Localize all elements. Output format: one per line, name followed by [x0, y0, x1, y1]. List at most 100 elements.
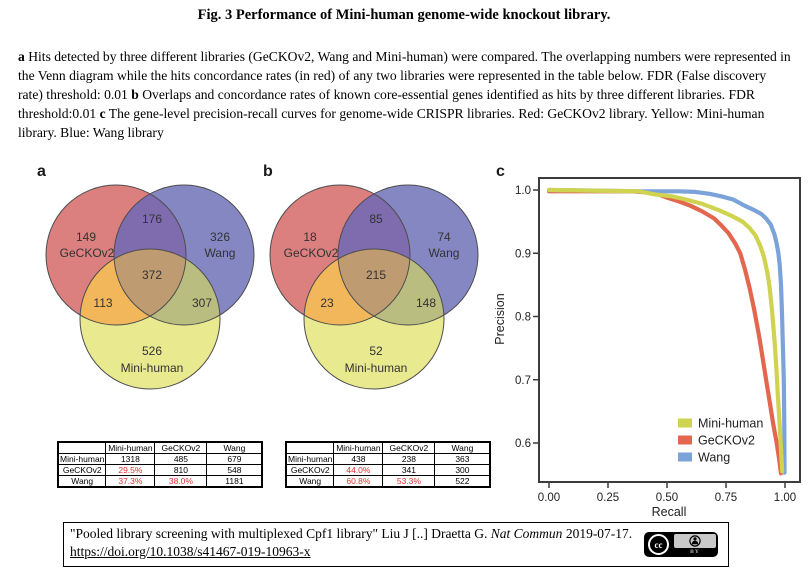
x-tick-0: 0.00	[538, 492, 560, 504]
citation-doi-line: https://doi.org/10.1038/s41467-019-10963…	[70, 544, 311, 560]
venn-a-gecko-outline	[45, 184, 187, 326]
x-tick-3: 0.75	[715, 492, 737, 504]
table-a-rowlabel-wang: Wang	[57, 475, 107, 488]
panel-a-label: a	[37, 163, 46, 180]
venn-b-value-wang-only: 74	[437, 230, 451, 244]
table-cell: 810	[154, 464, 208, 476]
table-row: GeCKOv2 44.0% 341 300	[285, 464, 491, 476]
cc-by-label: BY	[690, 548, 700, 555]
table-cell-concordance: 44.0%	[333, 464, 384, 476]
concordance-table-a: Mini-human GeCKOv2 Wang Mini-human 1318 …	[57, 441, 264, 488]
venn-b-value-gecko-mini: 23	[320, 296, 334, 310]
table-b-header-wang: Wang	[434, 441, 491, 454]
caption-bold-c: c	[99, 106, 106, 121]
table-row: Mini-human 438 238 363	[285, 453, 491, 465]
caption-text-c: The gene-level precision-recall curves f…	[18, 106, 765, 140]
venn-a-mini-outline	[79, 248, 221, 390]
table-row: Mini-human GeCKOv2 Wang	[57, 441, 263, 454]
table-cell: 238	[382, 453, 436, 465]
precision-recall-plot: 0.00 0.25 0.50 0.75 1.00 1.0 0.9 0.8 0.7…	[495, 177, 801, 519]
panel-b-label: b	[263, 163, 273, 180]
table-row: Wang 37.3% 38.0% 1181	[57, 475, 263, 488]
legend-label-geckov2: GeCKOv2	[698, 434, 755, 448]
citation-box: "Pooled library screening with multiplex…	[63, 522, 729, 567]
table-row: Mini-human 1318 485 679	[57, 453, 263, 465]
table-b-rowlabel-wang: Wang	[285, 475, 335, 488]
venn-b-label-gecko: GeCKOv2	[284, 246, 339, 260]
table-cell-concordance: 53.3%	[382, 475, 436, 488]
caption-bold-b: b	[131, 87, 139, 102]
table-cell: 438	[333, 453, 384, 465]
table-cell: 548	[206, 464, 263, 476]
cc-license-badge: cc BY	[644, 532, 718, 557]
cc-logo-text: cc	[654, 539, 663, 550]
venn-b-label-mini: Mini-human	[345, 361, 408, 375]
table-b-rowlabel-mini: Mini-human	[285, 453, 335, 465]
venn-a-value-gecko-only: 149	[76, 230, 96, 244]
x-axis-title: Recall	[652, 505, 687, 519]
venn-b-value-all-three: 215	[366, 268, 386, 282]
venn-b-mini-outline	[303, 248, 445, 390]
concordance-table-b: Mini-human GeCKOv2 Wang Mini-human 438 2…	[285, 441, 492, 488]
pr-curve-geckov2	[546, 189, 784, 476]
table-cell: 300	[434, 464, 491, 476]
venn-a-value-wang-mini: 307	[192, 296, 212, 310]
citation-title-authors: "Pooled library screening with multiplex…	[70, 526, 491, 541]
figure-title: Fig. 3 Performance of Mini-human genome-…	[197, 7, 611, 23]
person-icon	[689, 535, 701, 547]
venn-b-value-gecko-wang: 85	[369, 212, 383, 226]
y-tick-3: 0.7	[515, 375, 531, 387]
venn-a-value-wang-only: 326	[210, 230, 230, 244]
table-b-header-gecko: GeCKOv2	[382, 441, 436, 454]
cc-attribution-panel	[674, 534, 716, 548]
venn-b-value-wang-mini: 148	[416, 296, 436, 310]
table-cell: 341	[382, 464, 436, 476]
venn-a-value-mini-only: 526	[142, 344, 162, 358]
venn-a-value-gecko-mini: 113	[93, 296, 112, 310]
x-tick-1: 0.25	[597, 492, 619, 504]
venn-b-value-mini-only: 52	[369, 344, 383, 358]
plot-frame	[538, 177, 801, 483]
table-cell-concordance: 37.3%	[105, 475, 156, 488]
venn-a-label-gecko: GeCKOv2	[60, 246, 115, 260]
x-tick-4: 1.00	[774, 492, 796, 504]
pr-curve-mini-human	[546, 187, 785, 474]
venn-b-value-gecko-only: 18	[303, 230, 317, 244]
legend-swatch-mini-human	[678, 418, 692, 428]
table-a-header-mini: Mini-human	[105, 441, 156, 454]
table-a-rowlabel-gecko: GeCKOv2	[57, 464, 107, 476]
caption-text-b: Overlaps and concordance rates of known …	[18, 87, 755, 121]
table-cell-concordance: 38.0%	[154, 475, 208, 488]
cc-by-section: BY	[674, 534, 716, 555]
legend-swatch-geckov2	[678, 435, 692, 445]
citation-date: 2019-07-17.	[562, 526, 633, 541]
pr-curve-wang	[546, 187, 787, 475]
venn-a-label-wang: Wang	[205, 246, 236, 260]
figure-caption: a Hits detected by three different libra…	[18, 47, 794, 142]
table-cell-concordance: 60.8%	[333, 475, 384, 488]
caption-bold-a: a	[18, 49, 25, 64]
cc-logo-icon: cc	[648, 534, 669, 555]
doi-link[interactable]: https://doi.org/10.1038/s41467-019-10963…	[70, 544, 311, 559]
legend-label-wang: Wang	[698, 451, 730, 465]
pr-curves	[546, 187, 787, 476]
venn-a-value-all-three: 372	[142, 268, 162, 282]
table-row: Wang 60.8% 53.3% 522	[285, 475, 491, 488]
table-cell: 679	[206, 453, 263, 465]
panel-c-label: c	[496, 163, 505, 180]
table-a-rowlabel-mini: Mini-human	[57, 453, 107, 465]
venn-diagram-a: 176 149 GeCKOv2 326 Wang 372 113 307 526…	[45, 184, 255, 390]
table-b-header-mini: Mini-human	[333, 441, 384, 454]
table-cell: 1318	[105, 453, 156, 465]
table-a-corner	[57, 441, 107, 454]
venn-a-value-gecko-wang: 176	[142, 212, 162, 226]
table-b-rowlabel-gecko: GeCKOv2	[285, 464, 335, 476]
table-cell: 363	[434, 453, 491, 465]
x-tick-2: 0.50	[656, 492, 678, 504]
caption-text-a: Hits detected by three different librari…	[18, 49, 791, 102]
venn-a-wang-outline	[113, 184, 255, 326]
table-row: Mini-human GeCKOv2 Wang	[285, 441, 491, 454]
y-axis-title: Precision	[495, 293, 507, 344]
y-tick-2: 0.8	[515, 312, 531, 324]
